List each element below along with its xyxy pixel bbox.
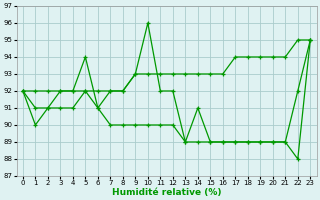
X-axis label: Humidité relative (%): Humidité relative (%) [112, 188, 221, 197]
